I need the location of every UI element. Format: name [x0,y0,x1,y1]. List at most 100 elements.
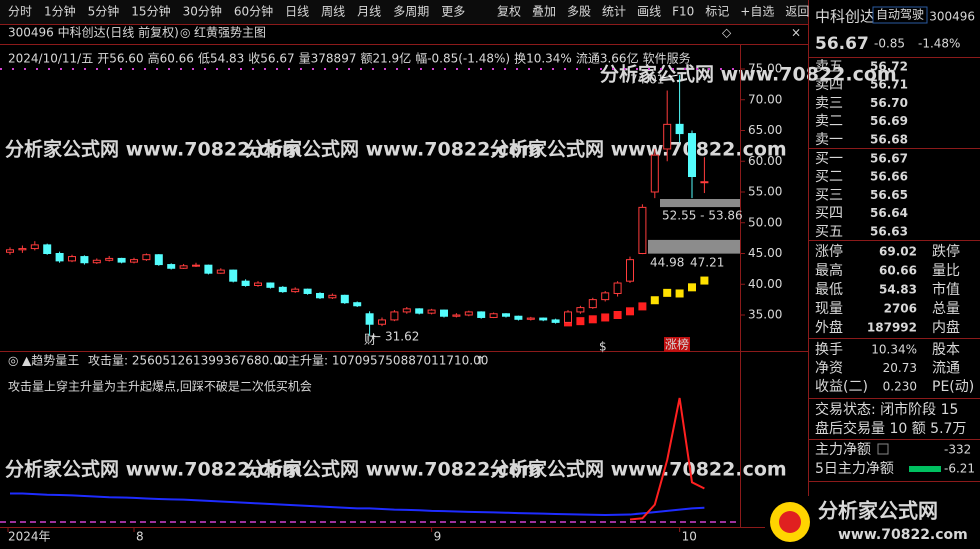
stat-label: 换手 [815,341,843,358]
icon[interactable]: ◇ [722,26,732,40]
candle-body [564,311,572,323]
concept[interactable]: 自动驾驶 [876,7,924,22]
support-block [688,283,696,292]
change: -0.85 [874,37,905,51]
book-label: 买二 [815,169,843,185]
candle-body [204,264,213,274]
stat-value: 10.34% [871,343,917,357]
stat-label: PE(动) [932,379,974,395]
toolbar-item[interactable]: 周线 [321,5,345,19]
book-label: 买三 [815,187,843,203]
candle-body [30,244,39,250]
candle-body [588,299,597,309]
date-label: 2024年 [8,530,51,544]
info-item: 低54.83 [198,52,244,66]
stat-value: 0.230 [883,380,917,394]
toolbar-item[interactable]: 30分钟 [183,4,222,19]
toolbar-item[interactable]: 复权 [497,5,521,19]
zone-low: 44.98 [650,256,684,270]
watermark: 分析家公式网 www.70822.com [245,138,542,161]
concept-box[interactable] [872,6,928,24]
toolbar-item[interactable]: 叠加 [532,5,556,19]
support-block [626,307,634,316]
candle-body [440,309,448,317]
logo-icon [779,511,801,533]
toolbar-item[interactable]: +自选 [740,5,774,19]
date-label: 10 [682,530,697,544]
candle-body [353,302,362,307]
indicator-name: 红黄强势主图 [194,25,266,40]
y-tick-label: 45.00 [748,246,782,260]
y-tick-label: 75.00 [748,62,782,76]
stat-value: 54.83 [879,283,917,297]
toolbar-item[interactable]: 日线 [285,5,309,19]
toolbar-item[interactable]: 多周期 [393,5,429,19]
candle-body [700,181,709,184]
candle-body [526,317,535,320]
toolbar-item[interactable]: 分时 [8,5,32,19]
candle-body [576,307,585,313]
toolbar-item[interactable]: 返回 [785,5,809,19]
info-item: 幅-0.85(-1.48%) [415,51,510,66]
candle-body [427,309,436,314]
toolbar-item[interactable]: 5分钟 [88,4,120,19]
flow-icon [877,443,889,455]
candle-body [154,254,163,266]
logo-name: 分析家公式网 [818,499,938,523]
support-block [700,276,709,285]
candle-body [378,319,386,325]
indicator-line [10,492,705,517]
candle-body [390,311,399,321]
candle-body [551,319,560,323]
y-tick-label: 60.00 [748,154,782,168]
toolbar-item[interactable]: 画线 [637,5,661,19]
candle-body [80,256,89,264]
candle-body [489,313,498,318]
toolbar-item[interactable]: 15分钟 [131,4,170,19]
stat-label: 现量 [815,301,843,317]
toolbar-item[interactable]: 60分钟 [234,4,273,19]
candle-body [464,311,473,316]
candle-body [539,317,548,321]
toolbar-item[interactable]: 统计 [602,5,626,19]
stat-label: 外盘 [815,319,843,336]
toolbar-item[interactable]: F10 [672,5,694,19]
info-item: 量378897 [299,52,357,66]
price: 56.67 [815,34,869,54]
chart-code-name: 300496 中科创达(日线 前复权) [8,25,179,40]
zone-high: 47.21 [690,256,724,270]
candle-body [278,286,287,293]
support-block [576,317,585,326]
candle-body [92,259,101,264]
candle-body [303,288,312,294]
toolbar-item[interactable]: 标记 [705,5,729,19]
close-icon[interactable]: × [791,26,801,40]
toolbar-bg [0,0,808,24]
lower-title: ▲趋势量王 [22,354,79,368]
toolbar-item[interactable]: 更多 [441,5,465,19]
stock-name: 中科创达 [815,8,875,26]
book-price: 56.65 [870,188,908,202]
candle-body [663,123,672,150]
info-item: 换10.34% [514,52,572,66]
stat-label: 涨停 [815,243,843,260]
main-label: 主升量: 107095750887011710.00 [288,354,488,368]
book-label: 买一 [815,151,843,167]
y-tick-label: 55.00 [748,185,782,199]
rank-mark[interactable]: 涨榜 [665,337,689,352]
rank-bg [664,337,690,352]
book-price: 56.70 [870,96,908,110]
stat-value: 60.66 [879,264,917,278]
change-pct: -1.48% [918,37,960,51]
fin-mark: 财 [364,333,376,347]
toolbar-item[interactable]: 多股 [567,5,591,19]
toolbar-item[interactable]: 月线 [357,5,381,19]
dollar-mark: $ [599,340,607,354]
candle-body [316,292,324,299]
support-block [663,288,672,297]
flow-bar [909,466,941,472]
toolbar-item[interactable]: 1分钟 [44,4,76,19]
y-tick-label: 35.00 [748,308,782,322]
arrow: ← [371,330,381,344]
